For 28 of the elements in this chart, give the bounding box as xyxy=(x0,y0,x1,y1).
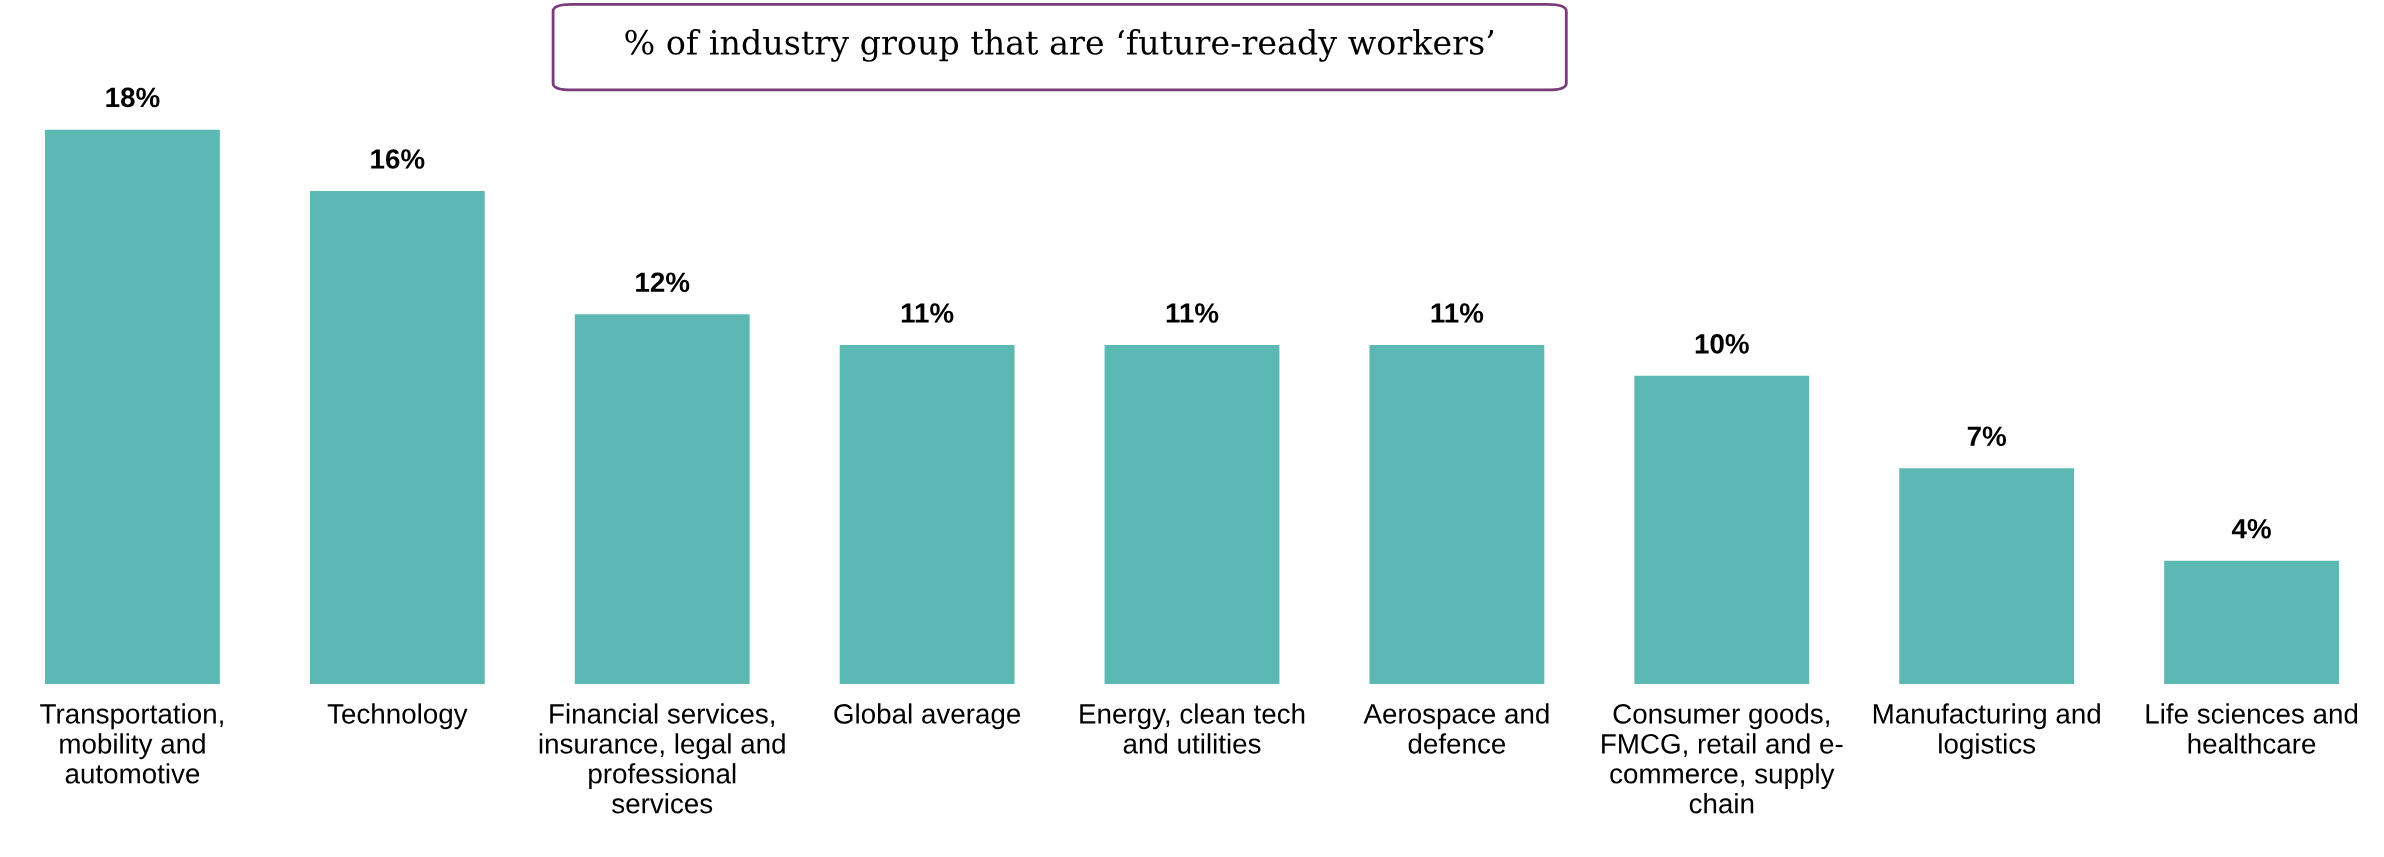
chart-title: % of industry group that are ‘future-ready workers’ xyxy=(625,29,1494,62)
x-tick-label: Consumer goods, FMCG, retail and e- commerce, supply chain xyxy=(1602,703,1843,814)
x-tick-label: Global average xyxy=(834,703,1021,730)
data-label: 12% xyxy=(636,272,690,293)
data-label: 11% xyxy=(901,303,954,323)
x-tick-label: Manufacturing and logistics xyxy=(1873,703,2100,760)
x-tick-label: Energy, clean tech and utilities xyxy=(1080,703,1305,754)
data-label: 4% xyxy=(2231,518,2271,539)
bar xyxy=(1899,468,2075,684)
bar xyxy=(309,191,485,684)
data-label: 7% xyxy=(1967,426,2007,447)
x-tick-label: Financial services, insurance, legal and professional services xyxy=(539,703,785,814)
bar xyxy=(2164,560,2339,684)
x-tick-label: Transportation, mobility and automotive xyxy=(40,703,223,784)
x-tick-label: Technology xyxy=(327,703,468,730)
data-label: 16% xyxy=(371,149,425,169)
x-tick-label: Aerospace and defence xyxy=(1363,703,1549,754)
data-label: 18% xyxy=(106,87,160,108)
x-tick-label: Life sciences and healthcare xyxy=(2146,703,2358,754)
bar xyxy=(1634,375,1810,684)
bar xyxy=(1369,345,1545,684)
bar xyxy=(574,314,750,684)
data-label: 11% xyxy=(1431,303,1484,323)
bar xyxy=(1104,345,1280,684)
bar xyxy=(839,345,1015,684)
data-label: 11% xyxy=(1166,303,1219,323)
data-label: 10% xyxy=(1695,334,1749,354)
bar xyxy=(45,129,220,684)
